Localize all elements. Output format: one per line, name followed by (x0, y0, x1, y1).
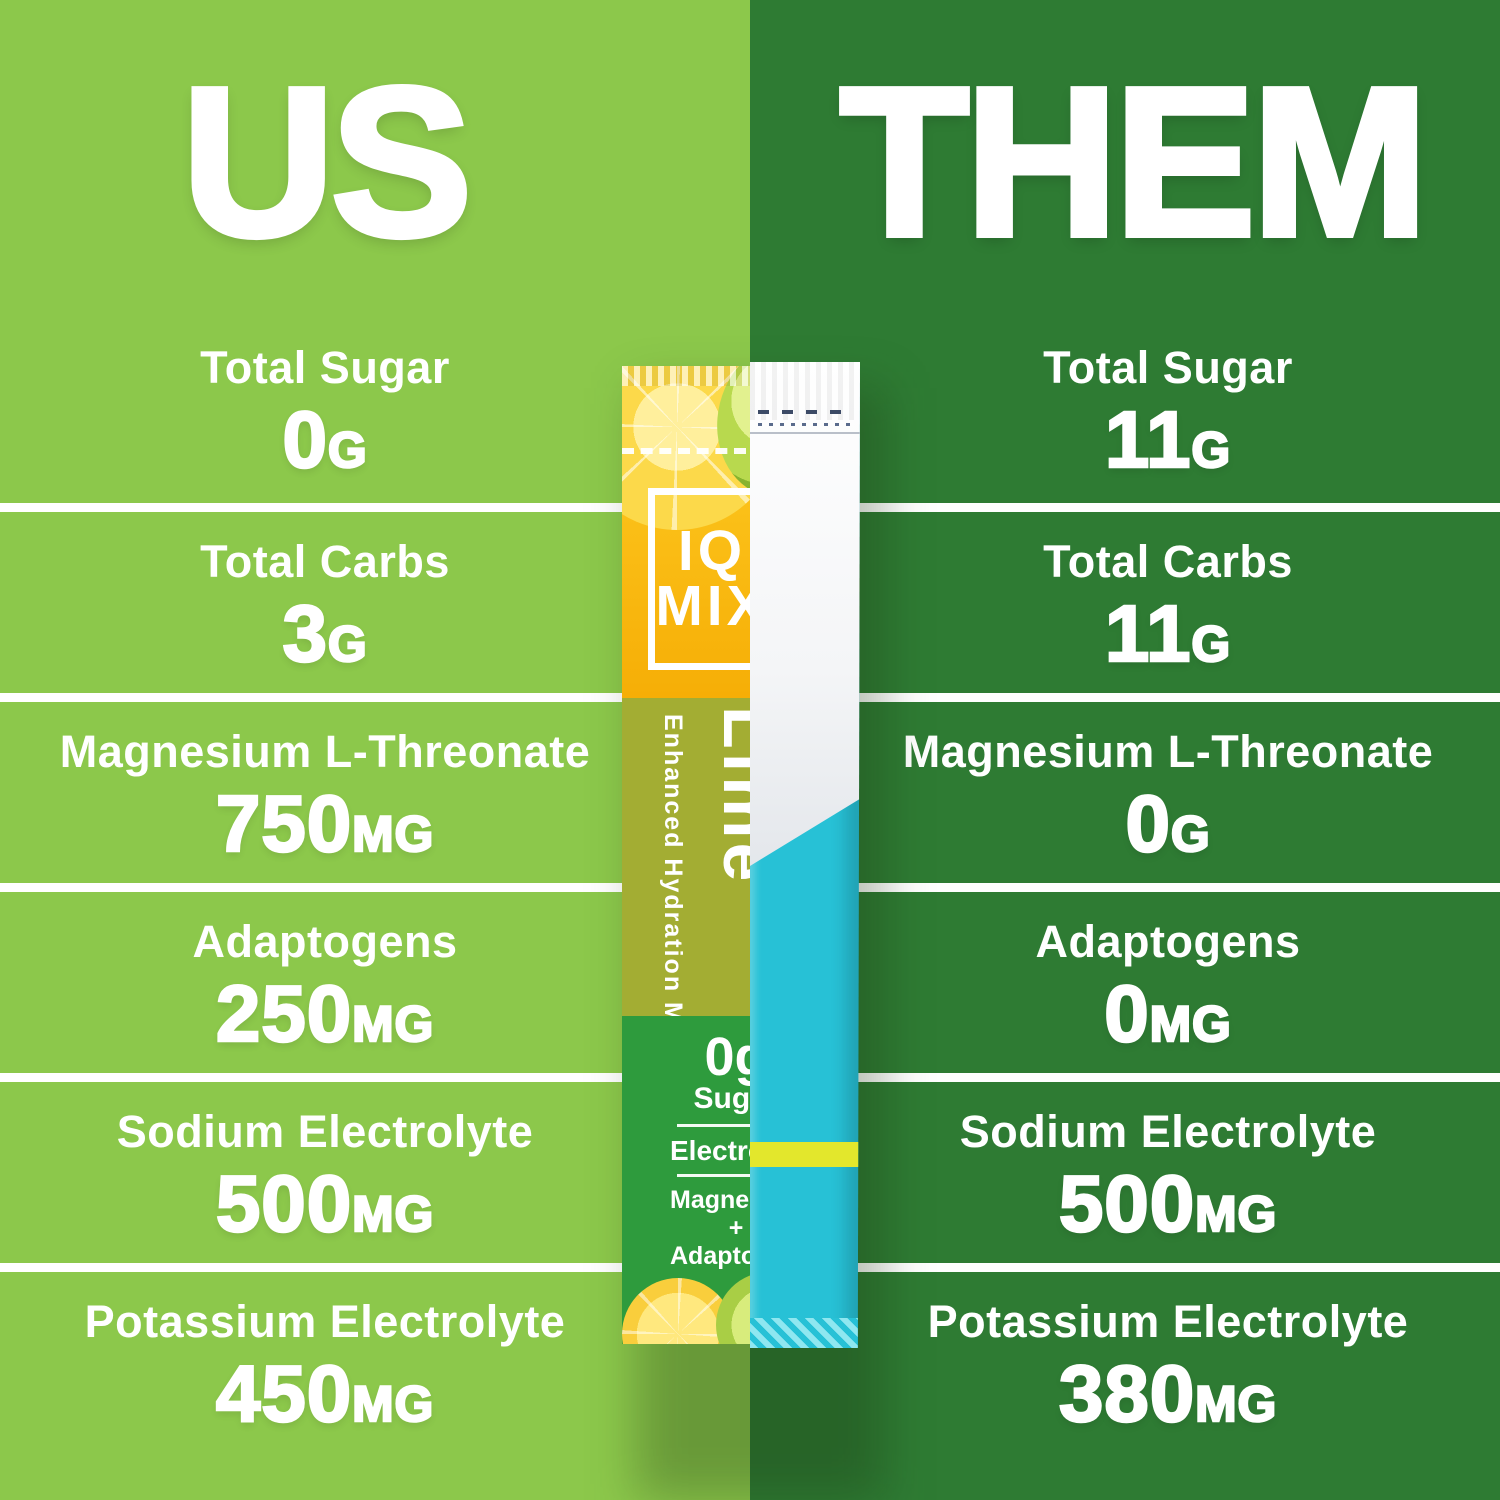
stat-value: 750MG (215, 779, 435, 868)
stat-unit: G (327, 422, 368, 478)
stat-unit: G (1170, 806, 1211, 862)
stat-label: Sodium Electrolyte (959, 1106, 1377, 1157)
stat-label: Total Carbs (200, 536, 450, 587)
right-panel-background (750, 0, 1500, 1500)
claims-divider (677, 1174, 795, 1178)
stat-value: 0G (281, 395, 368, 484)
packet-tagline: Enhanced Hydration Mix (659, 714, 687, 1016)
stat-value: 500MG (1058, 1159, 1278, 1248)
stat-unit: G (327, 616, 368, 672)
stat-unit: G (1190, 422, 1232, 478)
perforation-dots (758, 423, 852, 426)
stat-row: Potassium Electrolyte 380MG (868, 1272, 1468, 1454)
stat-label: Total Carbs (1043, 536, 1293, 587)
claims-divider (677, 1123, 795, 1127)
stat-unit: MG (1149, 996, 1232, 1052)
stat-label: Total Sugar (200, 342, 450, 393)
stat-value: 11G (1104, 589, 1232, 678)
stat-value: 0G (1124, 779, 1211, 868)
stat-row: Sodium Electrolyte 500MG (868, 1082, 1468, 1264)
product-packet-competitor (750, 362, 860, 1348)
stat-label: Magnesium L-Threonate (59, 726, 591, 777)
stat-label: Total Sugar (1043, 342, 1293, 393)
stat-value: 11G (1104, 395, 1232, 484)
stat-row: Magnesium L-Threonate 750MG (0, 702, 650, 884)
packet-yellow-band (750, 1142, 860, 1167)
stat-value: 450MG (215, 1349, 435, 1438)
stat-row: Adaptogens 250MG (0, 892, 650, 1074)
stat-value: 3G (281, 589, 368, 678)
stat-label: Potassium Electrolyte (927, 1296, 1409, 1347)
brand-logo-line1: IQ (677, 519, 747, 584)
stat-unit: MG (351, 996, 435, 1052)
left-panel-title: US (179, 43, 476, 280)
brand-logo-line2: MIX (655, 574, 769, 638)
stat-value: 380MG (1058, 1349, 1278, 1438)
stat-label: Magnesium L-Threonate (902, 726, 1434, 777)
right-panel-title: THEM (837, 43, 1432, 280)
stat-unit: MG (351, 1376, 435, 1432)
packet-white-top (750, 362, 860, 866)
perforation-dashes (758, 410, 852, 414)
tear-dash-line (622, 448, 802, 454)
stat-value: 250MG (215, 969, 435, 1058)
stat-row: Total Sugar 11G (868, 318, 1468, 500)
stat-label: Potassium Electrolyte (84, 1296, 566, 1347)
stat-row: Adaptogens 0MG (868, 892, 1468, 1074)
stat-unit: MG (1194, 1376, 1278, 1432)
stat-unit: MG (1194, 1186, 1278, 1242)
stat-value: 500MG (215, 1159, 435, 1248)
stat-unit: MG (351, 1186, 435, 1242)
stat-value: 0MG (1103, 969, 1232, 1058)
stat-label: Adaptogens (1035, 916, 1301, 967)
stat-row: Magnesium L-Threonate 0G (868, 702, 1468, 884)
stat-row: Total Carbs 3G (0, 512, 650, 694)
stat-row: Sodium Electrolyte 500MG (0, 1082, 650, 1264)
stat-row: Potassium Electrolyte 450MG (0, 1272, 650, 1454)
packet-crimp-bottom (750, 1318, 860, 1348)
stat-row: Total Sugar 0G (0, 318, 650, 500)
stat-label: Adaptogens (192, 916, 458, 967)
stat-unit: G (1190, 616, 1232, 672)
stat-row: Total Carbs 11G (868, 512, 1468, 694)
stat-label: Sodium Electrolyte (116, 1106, 534, 1157)
packet-seam-line (750, 432, 860, 434)
stat-unit: MG (351, 806, 435, 862)
